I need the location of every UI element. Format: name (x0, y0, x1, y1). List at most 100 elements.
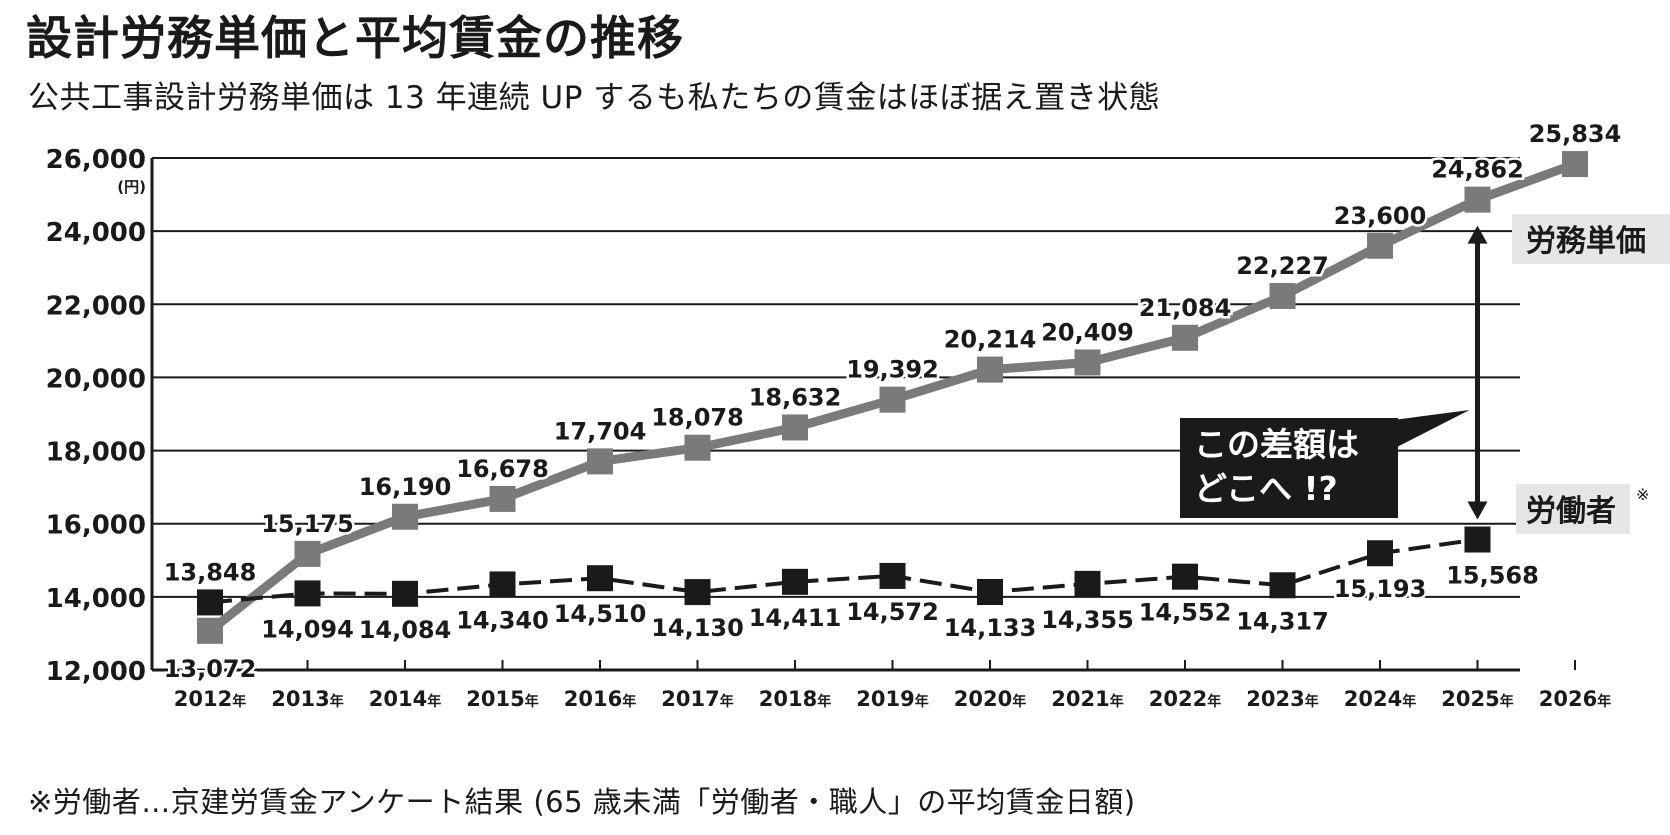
marker-unit-price (197, 617, 223, 644)
marker-workers (879, 562, 906, 589)
x-tick-label: 2013年 (271, 687, 343, 711)
data-label-workers: 14,411 (749, 604, 842, 632)
data-label-workers: 14,084 (359, 616, 452, 644)
marker-unit-price (1074, 349, 1101, 376)
marker-unit-price (1464, 186, 1491, 213)
data-label-unit-price: 19,392 (846, 356, 939, 384)
data-label-unit-price: 16,190 (359, 473, 452, 501)
series-line-workers (209, 537, 1478, 605)
footnote: ※労働者…京建労賃金アンケート結果 (65 歳未満「労働者・職人」の平均賃金日額… (28, 785, 1136, 819)
data-label-workers: 14,317 (1236, 607, 1329, 635)
marker-unit-price (294, 540, 321, 567)
data-label-workers: 14,572 (846, 598, 939, 626)
y-axis-unit: (円) (117, 178, 146, 196)
legend-label-unit-price: 労務単価 (1526, 224, 1646, 259)
marker-unit-price (684, 434, 711, 461)
data-label-workers: 14,094 (261, 615, 354, 643)
data-label-workers: 14,130 (651, 614, 744, 642)
data-label-unit-price: 20,214 (944, 326, 1037, 354)
marker-unit-price (879, 386, 906, 413)
data-label-unit-price: 15,175 (261, 510, 354, 538)
x-tick-label: 2019年 (856, 687, 928, 711)
marker-unit-price (1562, 151, 1588, 178)
gap-arrow-head-top (1467, 225, 1488, 244)
series-markers (197, 151, 1588, 644)
x-tick-label: 2016年 (564, 687, 636, 711)
data-label-unit-price: 18,078 (651, 404, 744, 432)
callout-text: どこへ !? (1194, 469, 1338, 508)
data-label-unit-price: 22,227 (1236, 252, 1329, 280)
data-label-workers: 13,848 (164, 558, 257, 586)
x-tick-label: 2020年 (954, 687, 1026, 711)
y-tick-label: 14,000 (46, 584, 146, 614)
legend-label-workers: 労働者 (1526, 494, 1616, 529)
legend-box-workers (1516, 484, 1630, 534)
marker-unit-price (392, 503, 418, 530)
x-axis: 2012年 2013年 2014年 2015年 2016年 2017年 2018年 2019年… (174, 660, 1611, 711)
y-tick-label: 12,000 (46, 657, 146, 687)
marker-unit-price (1367, 232, 1393, 259)
y-tick-label: 18,000 (46, 438, 146, 468)
data-label-unit-price: 23,600 (1334, 202, 1427, 230)
marker-workers (1074, 570, 1101, 597)
data-label-unit-price: 25,834 (1529, 120, 1622, 148)
line-chart: 12,000 14,000 16,000 18,000 20,000 22,000 24,0… (45, 118, 1670, 711)
x-tick-label: 2017年 (661, 687, 733, 711)
x-tick-label: 2024年 (1344, 687, 1416, 711)
data-label-unit-price: 13,072 (164, 655, 257, 683)
callout-text: この差額は (1194, 425, 1359, 464)
marker-workers (684, 579, 711, 606)
marker-workers (1172, 563, 1198, 590)
y-tick-label: 20,000 (46, 364, 146, 394)
marker-unit-price (1269, 282, 1296, 309)
marker-workers (977, 578, 1003, 605)
data-label-workers: 15,568 (1446, 562, 1539, 590)
y-tick-label: 24,000 (46, 218, 146, 248)
chart-title: 設計労務単価と平均賃金の推移 (26, 11, 684, 65)
marker-unit-price (782, 414, 808, 441)
marker-workers (782, 568, 808, 595)
marker-workers (197, 589, 223, 616)
y-tick-label: 22,000 (46, 291, 146, 321)
marker-unit-price (1172, 324, 1198, 351)
marker-workers (489, 571, 516, 598)
x-tick-label: 2022年 (1149, 687, 1221, 711)
data-label-workers: 15,193 (1334, 575, 1427, 603)
x-tick-label: 2026年 (1539, 687, 1611, 711)
x-tick-label: 2012年 (174, 687, 246, 711)
marker-workers (294, 580, 321, 607)
marker-unit-price (587, 448, 613, 475)
data-label-unit-price: 21,084 (1139, 294, 1232, 322)
marker-workers (587, 565, 613, 592)
data-label-unit-price: 20,409 (1041, 318, 1134, 346)
x-tick-label: 2021年 (1051, 687, 1123, 711)
data-label-unit-price: 17,704 (554, 417, 647, 445)
marker-unit-price (489, 485, 516, 512)
legend-box-unit-price (1512, 214, 1670, 264)
data-label-workers: 14,340 (456, 606, 549, 634)
marker-workers (392, 580, 418, 607)
x-tick-label: 2015年 (466, 687, 538, 711)
data-label-workers: 14,133 (944, 614, 1037, 642)
x-tick-label: 2023年 (1246, 687, 1318, 711)
marker-workers (1269, 572, 1296, 599)
data-label-workers: 14,510 (554, 600, 647, 628)
marker-workers (1464, 526, 1491, 553)
data-label-unit-price: 18,632 (749, 383, 842, 411)
y-tick-label: 16,000 (46, 511, 146, 541)
data-label-unit-price: 24,862 (1431, 156, 1524, 184)
data-label-workers: 14,552 (1139, 599, 1232, 627)
y-axis: 12,000 14,000 16,000 18,000 20,000 22,000 24,0… (46, 145, 154, 687)
marker-unit-price (977, 356, 1003, 383)
x-tick-label: 2025年 (1441, 687, 1513, 711)
legend-note-workers: ※ (1636, 485, 1649, 504)
callout-box (1180, 418, 1398, 518)
data-label-workers: 14,355 (1041, 606, 1134, 634)
data-label-unit-price: 16,678 (456, 455, 549, 483)
chart-subtitle: 公共工事設計労務単価は 13 年連続 UP するも私たちの賃金はほぼ据え置き状態 (28, 80, 1161, 116)
y-tick-label: 26,000 (46, 145, 146, 175)
marker-workers (1367, 540, 1393, 567)
